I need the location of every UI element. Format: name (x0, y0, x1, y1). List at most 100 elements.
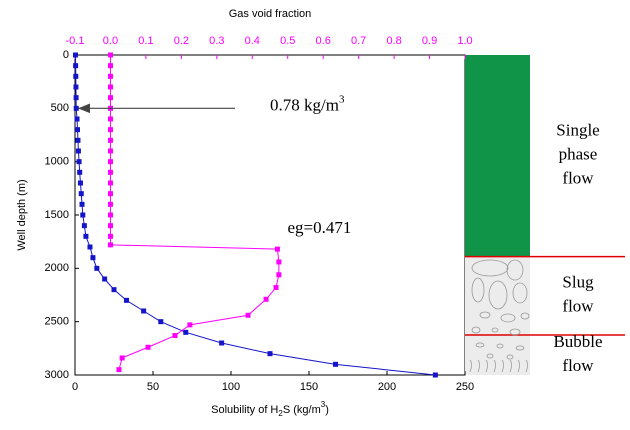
marker (107, 148, 113, 154)
regime-label: Slug (562, 273, 594, 292)
marker (107, 63, 113, 69)
marker (83, 233, 89, 239)
series-line (109, 55, 280, 370)
y-tick-label: 3000 (45, 369, 69, 381)
y-tick-label: 2000 (45, 262, 69, 274)
marker (263, 296, 269, 302)
marker (80, 212, 86, 218)
x2-tick-label: 0.1 (138, 35, 153, 47)
marker (77, 180, 83, 186)
x2-tick-label: 0.4 (245, 35, 260, 47)
x2-tick-label: 0.5 (280, 35, 295, 47)
marker (107, 180, 113, 186)
marker (107, 73, 113, 79)
x-tick-label: 150 (300, 381, 318, 393)
regime-label: Single (556, 121, 599, 140)
regime-label: phase (559, 145, 598, 164)
marker (116, 367, 122, 373)
marker (111, 287, 117, 293)
marker (107, 169, 113, 175)
annotation-sup: 3 (339, 93, 345, 105)
marker (73, 63, 79, 69)
marker (276, 272, 282, 278)
x2-tick-label: 0.6 (316, 35, 331, 47)
marker (107, 116, 113, 122)
marker (73, 84, 79, 90)
marker (76, 159, 82, 165)
x-tick-label: 250 (456, 381, 474, 393)
x2-tick-label: 0.2 (174, 35, 189, 47)
marker (273, 285, 279, 291)
marker (219, 340, 225, 346)
marker (333, 361, 339, 367)
marker (245, 312, 251, 318)
marker (107, 52, 113, 58)
marker (141, 308, 147, 314)
marker (74, 127, 80, 133)
x-tick-label: 100 (222, 381, 240, 393)
marker (107, 84, 113, 90)
regime-label: flow (562, 297, 594, 316)
marker (90, 255, 96, 261)
regime-band (465, 55, 530, 257)
regime-band (465, 335, 530, 375)
marker (73, 95, 79, 101)
x-tick-label: 50 (147, 381, 159, 393)
marker (276, 259, 282, 265)
marker (72, 52, 78, 58)
regime-label: flow (562, 356, 594, 375)
marker (158, 319, 164, 325)
marker (107, 233, 113, 239)
regime-art (469, 259, 530, 373)
y-tick-label: 1500 (45, 209, 69, 221)
marker (75, 137, 81, 143)
marker (183, 329, 189, 335)
marker (74, 116, 80, 122)
marker (102, 276, 108, 282)
marker (274, 246, 280, 252)
regime-label: Bubble (553, 332, 602, 351)
x2-tick-label: 0.8 (386, 35, 401, 47)
marker (123, 297, 129, 303)
annotation: eg=0.471 (287, 218, 351, 237)
marker (107, 159, 113, 165)
x2-tick-label: 1.0 (457, 35, 472, 47)
x2-tick-label: 0.3 (209, 35, 224, 47)
marker (432, 372, 438, 378)
marker (81, 223, 87, 229)
marker (145, 344, 151, 350)
marker (119, 355, 125, 361)
y-tick-label: 1000 (45, 156, 69, 168)
y-axis-title: Well depth (m) (16, 179, 28, 250)
marker (73, 73, 79, 79)
marker (87, 244, 93, 250)
y-tick-label: 0 (63, 49, 69, 61)
marker (172, 333, 178, 339)
marker (107, 137, 113, 143)
regime-band (465, 256, 530, 335)
y-tick-label: 2500 (45, 316, 69, 328)
marker (77, 169, 83, 175)
marker (107, 191, 113, 197)
x-axis-title: Solubility of H2S (kg/m3) (211, 400, 329, 418)
x2-tick-label: 0.9 (422, 35, 437, 47)
marker (107, 242, 113, 248)
marker (94, 265, 100, 271)
marker (107, 95, 113, 101)
annotation: 0.78 kg/m3 (270, 93, 345, 114)
top-axis-title: Gas void fraction (229, 8, 312, 20)
y-tick-label: 500 (51, 102, 69, 114)
x2-tick-label: -0.1 (66, 35, 85, 47)
x2-tick-label: 0.7 (351, 35, 366, 47)
marker (107, 212, 113, 218)
marker (73, 105, 79, 111)
x-tick-label: 0 (72, 381, 78, 393)
marker (79, 201, 85, 207)
annotation-text: 0.78 kg/m (270, 95, 339, 114)
marker (267, 351, 273, 357)
marker (75, 148, 81, 154)
marker (187, 322, 193, 328)
x-tick-label: 200 (378, 381, 396, 393)
marker (107, 201, 113, 207)
